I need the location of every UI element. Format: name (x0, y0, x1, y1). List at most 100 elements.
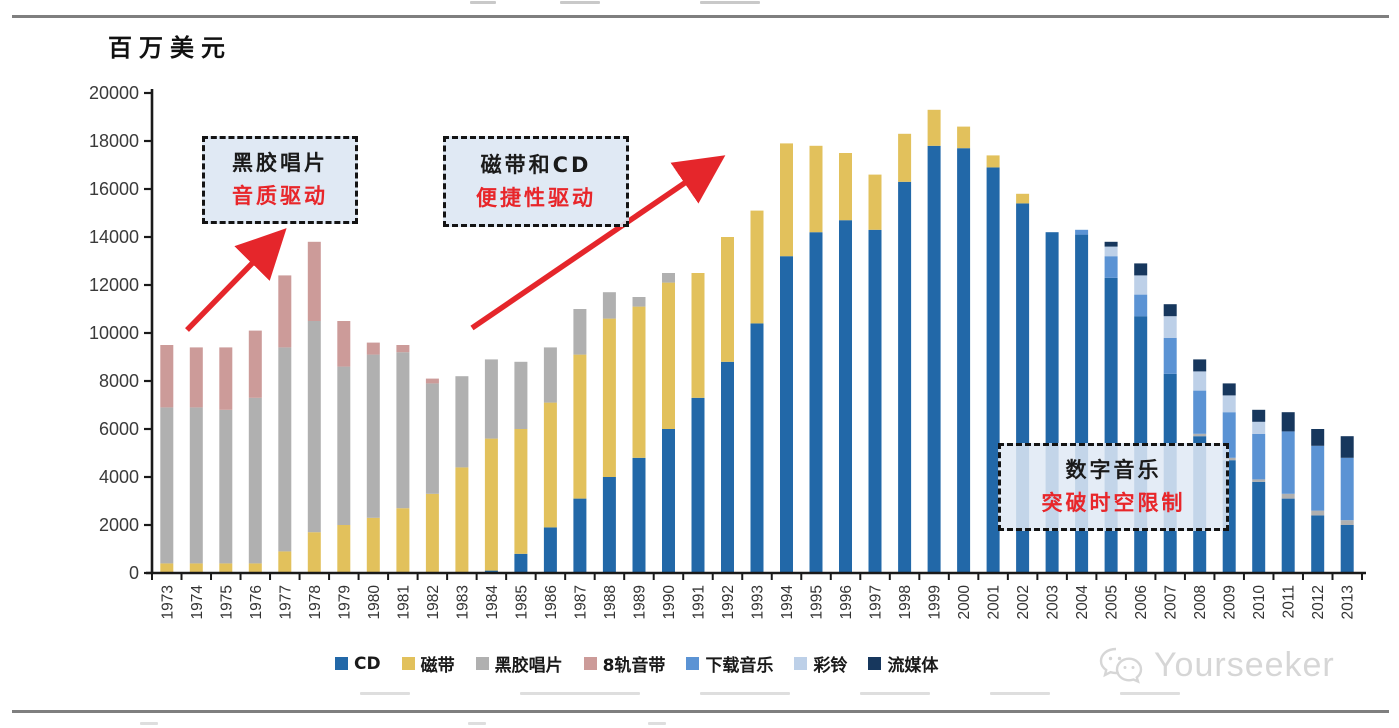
x-axis-year-label: 1989 (632, 585, 649, 619)
cropped-text-remnant (1120, 692, 1180, 695)
bar-segment-2013 (1340, 525, 1354, 573)
bar-segment-1979 (337, 525, 351, 573)
bar-segment-1984 (484, 438, 498, 571)
cropped-text-remnant (470, 1, 496, 4)
x-axis-year-label: 1991 (691, 585, 708, 619)
annotation-title: 磁带和CD (480, 152, 592, 177)
x-axis-year-label: 1985 (513, 585, 530, 619)
x-axis-year-label: 1980 (366, 585, 383, 620)
bar-segment-1985 (514, 429, 528, 554)
bar-segment-1978 (307, 321, 321, 533)
bar-segment-1978 (307, 532, 321, 573)
bar-segment-1974 (189, 407, 203, 564)
bar-segment-1977 (278, 551, 292, 573)
bar-segment-2011 (1281, 493, 1295, 499)
bar-segment-2010 (1252, 433, 1266, 480)
x-axis-year-label: 1990 (661, 585, 678, 620)
bar-segment-1981 (396, 352, 410, 509)
bar-segment-1988 (602, 318, 616, 477)
cropped-text-remnant (700, 1, 760, 4)
x-axis-year-label: 2010 (1251, 585, 1268, 620)
legend-item: 磁带 (401, 651, 455, 676)
bar-segment-1975 (219, 563, 233, 573)
x-axis-year-label: 1982 (425, 585, 442, 619)
bar-segment-2012 (1311, 515, 1325, 573)
bar-segment-1976 (248, 330, 262, 398)
annotation-cassette-cd-era: 磁带和CD 便捷性驱动 (443, 136, 629, 227)
x-axis-year-label: 1973 (159, 585, 176, 619)
bar-segment-1999 (927, 145, 941, 574)
bar-segment-1997 (868, 174, 882, 230)
bar-segment-1979 (337, 366, 351, 525)
legend-item: 下载音乐 (686, 651, 773, 676)
bar-segment-1974 (189, 347, 203, 408)
legend-item: 8轨音带 (583, 651, 666, 676)
wechat-icon (1099, 647, 1143, 684)
x-axis-year-label: 1981 (395, 585, 412, 619)
x-axis-year-label: 2005 (1104, 585, 1121, 619)
x-axis-year-label: 2001 (986, 585, 1003, 619)
x-axis-year-label: 2003 (1045, 585, 1062, 619)
bar-segment-1999 (927, 109, 941, 146)
bar-segment-2008 (1193, 390, 1207, 434)
bar-segment-1980 (366, 342, 380, 355)
bar-segment-1981 (396, 508, 410, 573)
bar-segment-1994 (780, 256, 793, 573)
bar-segment-2004 (1075, 229, 1089, 235)
bar-segment-1997 (868, 229, 882, 574)
annotation-subtitle: 音质驱动 (232, 184, 328, 208)
bar-segment-2011 (1281, 412, 1295, 432)
bottom-divider-rule (12, 710, 1389, 713)
y-axis-tick-label: 6000 (99, 419, 139, 439)
legend-label: 黑胶唱片 (494, 656, 563, 676)
legend-swatch (401, 657, 415, 670)
bar-segment-2005 (1104, 241, 1118, 247)
legend-label: 彩铃 (813, 656, 848, 676)
bar-segment-2010 (1252, 481, 1266, 573)
bar-segment-2008 (1193, 433, 1207, 437)
bar-segment-2008 (1193, 359, 1207, 372)
top-divider-rule (12, 15, 1389, 18)
trend-arrow (185, 228, 287, 332)
bar-segment-1994 (780, 143, 793, 257)
legend-swatch (794, 657, 808, 670)
x-axis-year-label: 1996 (838, 585, 855, 619)
legend-label: 磁带 (420, 656, 455, 676)
legend-label: 8轨音带 (602, 656, 666, 676)
bar-segment-2008 (1193, 371, 1207, 391)
y-axis-tick-label: 18000 (89, 131, 139, 151)
x-axis-year-label: 1979 (336, 585, 353, 619)
bar-segment-1987 (573, 309, 587, 355)
bar-segment-1995 (809, 232, 823, 573)
y-axis-tick-label: 12000 (89, 275, 139, 295)
x-axis-year-label: 2011 (1281, 585, 1298, 618)
bar-segment-2010 (1252, 409, 1266, 422)
bar-segment-1998 (898, 181, 912, 574)
bar-segment-1977 (278, 275, 292, 348)
cropped-text-remnant (560, 1, 600, 4)
bar-segment-1982 (425, 383, 439, 494)
bar-segment-1989 (632, 306, 646, 458)
bar-segment-1990 (662, 429, 675, 573)
bar-segment-1989 (632, 457, 646, 573)
bar-segment-2002 (1016, 193, 1030, 204)
legend-label: 下载音乐 (705, 656, 774, 676)
annotation-title: 黑胶唱片 (232, 151, 328, 176)
x-axis-year-label: 1988 (602, 585, 619, 619)
y-axis-unit-label: 百万美元 (108, 34, 232, 62)
x-axis-year-label: 1984 (484, 585, 501, 620)
x-axis-year-label: 2009 (1222, 585, 1239, 619)
bar-segment-1996 (839, 220, 852, 573)
bar-segment-2009 (1222, 457, 1236, 461)
legend-item: 彩铃 (794, 651, 847, 676)
annotation-subtitle: 突破时空限制 (1041, 491, 1186, 515)
legend-swatch (868, 657, 882, 670)
x-axis-year-label: 1977 (277, 585, 294, 619)
x-axis-year-label: 1975 (218, 585, 235, 619)
legend-item: 流媒体 (868, 651, 938, 676)
bar-segment-1980 (366, 354, 380, 518)
legend-item: CD (335, 654, 381, 674)
bar-segment-2013 (1340, 520, 1354, 525)
bar-segment-2011 (1281, 431, 1295, 494)
